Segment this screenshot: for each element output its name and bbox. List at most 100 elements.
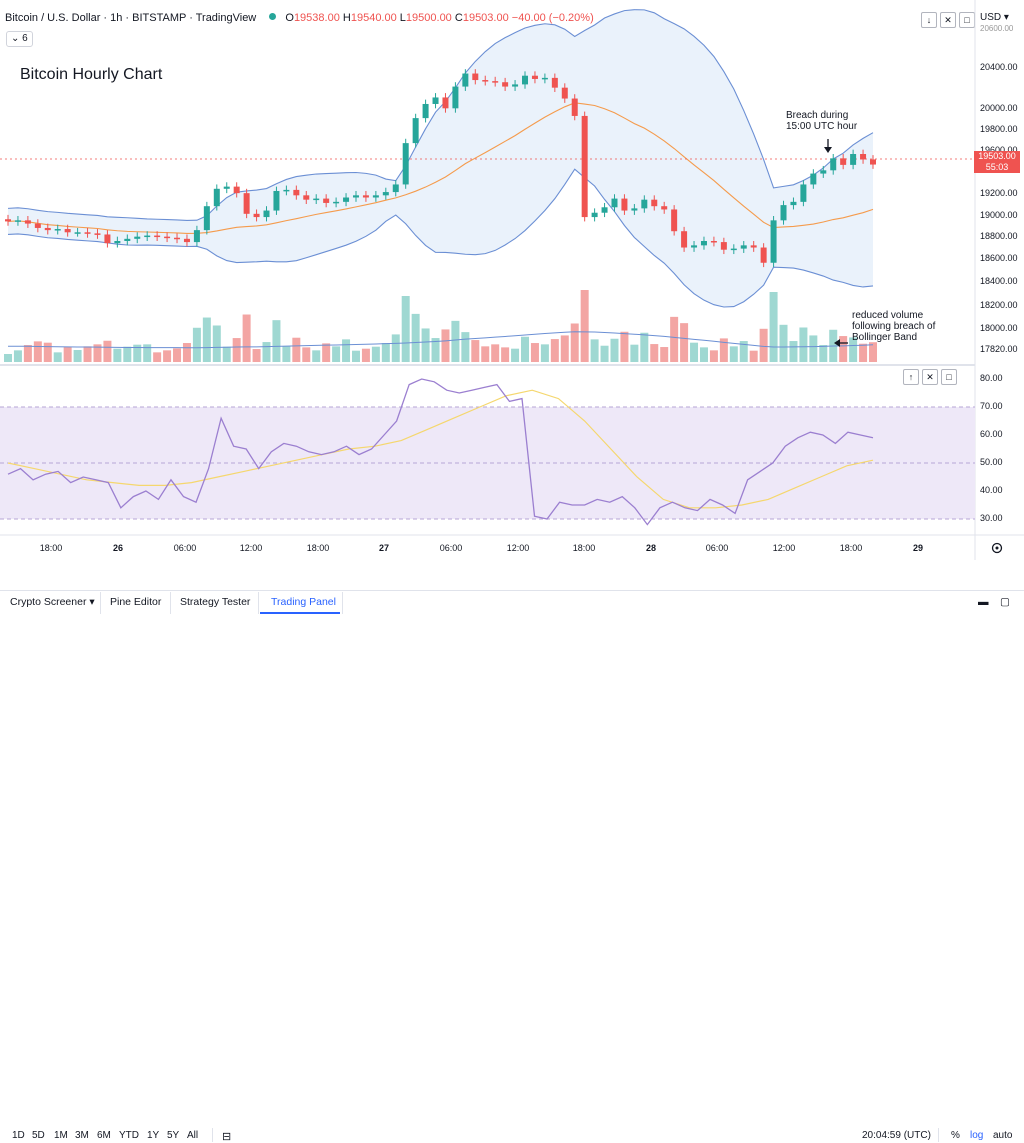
candle-body [174, 237, 181, 240]
volume-bar [869, 342, 877, 362]
log-toggle[interactable]: log [970, 1130, 984, 1141]
candle-body [34, 223, 41, 228]
volume-bar [540, 344, 549, 362]
tab-trading-panel[interactable]: Trading Panel [271, 596, 336, 608]
volume-bar [361, 348, 370, 362]
candle-body [780, 205, 787, 221]
currency-selector[interactable]: USD ▾ [980, 12, 1009, 23]
volume-bar [739, 341, 748, 362]
range-1d[interactable]: 1D [12, 1130, 25, 1141]
range-1m[interactable]: 1M [54, 1130, 68, 1141]
volume-bar [43, 342, 52, 362]
candle-body [412, 118, 419, 144]
auto-toggle[interactable]: auto [993, 1130, 1013, 1141]
volume-bar [719, 338, 728, 362]
volume-bar [749, 350, 758, 362]
range-5d[interactable]: 5D [32, 1130, 45, 1141]
volume-bar [322, 343, 331, 362]
volume-bar [123, 346, 132, 362]
range-3m[interactable]: 3M [75, 1130, 89, 1141]
timeframe-bar: 1D 5D 1M 3M 6M YTD 1Y 5Y All ⊟ 20:04:59 … [0, 562, 1024, 1143]
volume-bar [222, 346, 231, 362]
candle-body [253, 213, 260, 218]
volume-bar [182, 343, 191, 362]
candle-body [531, 75, 538, 79]
indicators-toggle[interactable]: ⌄ 6 [6, 31, 33, 47]
rsi-maximize-icon[interactable]: □ [941, 369, 957, 385]
bollinger-bands [7, 9, 874, 308]
candle-body [621, 198, 628, 211]
candle-body [114, 241, 121, 244]
volume-bar [401, 296, 410, 362]
range-ytd[interactable]: YTD [119, 1130, 139, 1141]
candle-body [462, 73, 469, 87]
volume-bar [451, 320, 460, 362]
volume-bar [660, 347, 669, 362]
volume-bar [272, 320, 281, 362]
volume-bar [431, 338, 440, 362]
candle-body [64, 229, 71, 233]
move-up-icon[interactable]: ↑ [903, 369, 919, 385]
volume-bar [93, 344, 102, 362]
candle-body [124, 238, 131, 241]
candle-body [601, 207, 608, 213]
candle-body [671, 209, 678, 232]
range-5y[interactable]: 5Y [167, 1130, 180, 1141]
volume-bar [670, 316, 679, 362]
volume-bar [113, 348, 122, 362]
candle-body [104, 234, 111, 244]
date-range-icon[interactable]: ⊟ [222, 1131, 232, 1143]
volume-bar [371, 346, 380, 362]
tab-strategy-tester[interactable]: Strategy Tester [180, 596, 251, 608]
move-down-icon[interactable]: ↓ [921, 12, 937, 28]
tab-crypto-screener[interactable]: Crypto Screener ▾ [10, 596, 95, 608]
volume-bar [769, 292, 778, 362]
percent-toggle[interactable]: % [951, 1130, 960, 1141]
volume-bar [33, 341, 42, 362]
volume-bar [173, 348, 182, 362]
tab-pine-editor[interactable]: Pine Editor [110, 596, 162, 608]
volume-bar [411, 313, 420, 362]
volume-bar [501, 347, 510, 362]
clock[interactable]: 20:04:59 (UTC) [862, 1130, 931, 1141]
symbol-legend[interactable]: Bitcoin / U.S. Dollar · 1h · BITSTAMP · … [5, 12, 594, 24]
candle-body [154, 235, 161, 238]
candle-body [402, 143, 409, 185]
candle-body [293, 189, 300, 196]
candle-body [74, 232, 81, 234]
volume-bar [699, 347, 708, 362]
symbol-line[interactable]: Bitcoin / U.S. Dollar · 1h · BITSTAMP · … [5, 12, 257, 24]
candle-body [631, 208, 638, 211]
volume-bar [630, 344, 639, 362]
range-1y[interactable]: 1Y [147, 1130, 160, 1141]
volume-bar [282, 346, 291, 362]
candle-body [233, 186, 240, 194]
candle-body [54, 229, 61, 231]
candle-body [333, 201, 340, 204]
volume-bar [849, 337, 858, 362]
rsi-collapse-icon[interactable]: ✕ [922, 369, 938, 385]
volume-bar [391, 334, 400, 362]
chart-canvas[interactable] [0, 0, 1024, 560]
candle-body [522, 75, 529, 85]
volume-bar [491, 344, 500, 362]
collapse-icon[interactable]: ✕ [940, 12, 956, 28]
candle-body [243, 193, 250, 214]
range-6m[interactable]: 6M [97, 1130, 111, 1141]
minimize-panel-icon[interactable]: ▬ [978, 596, 989, 608]
volume-bar [550, 339, 559, 362]
volume-bar [729, 346, 738, 362]
candle-body [790, 201, 797, 206]
maximize-panel-icon[interactable]: ▢ [1000, 596, 1010, 608]
volume-bar [600, 345, 609, 362]
volume-bar [83, 346, 92, 362]
candle-body [164, 236, 171, 239]
volume-bar [242, 314, 251, 362]
range-all[interactable]: All [187, 1130, 199, 1141]
candle-body [362, 195, 369, 198]
candle-body [14, 220, 21, 222]
candle-body [223, 186, 230, 189]
volume-bar [232, 338, 241, 362]
settings-gear-icon[interactable] [991, 542, 1003, 554]
volume-annotation: reduced volume following breach of Bolli… [852, 310, 936, 343]
